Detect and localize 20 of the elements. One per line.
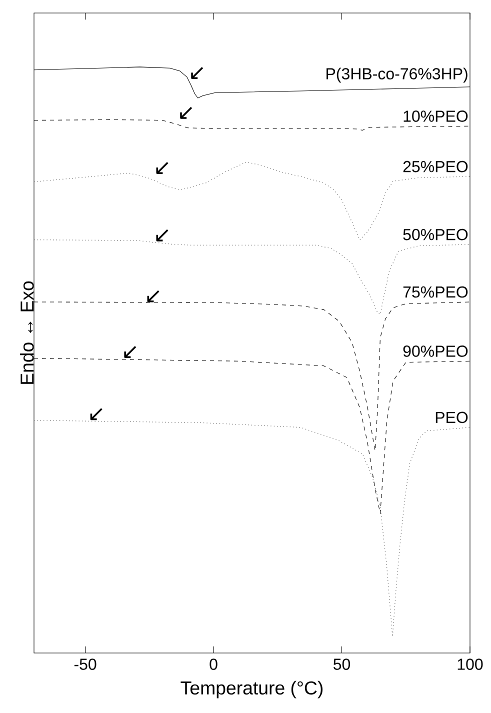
annotation: ↙ [90, 408, 102, 420]
annotation: ↙ [156, 229, 168, 242]
annotation: ↙ [124, 346, 136, 358]
annotation: ↙ [180, 106, 192, 119]
series-label: 10%PEO [404, 110, 468, 122]
series-label: PEO [436, 412, 468, 424]
x-tick-label: -50 [74, 658, 96, 670]
annotation: ↙ [156, 162, 168, 174]
x-tick-label: 50 [334, 658, 350, 670]
series-label: 50%PEO [403, 228, 468, 240]
x-tick-label: 100 [458, 658, 483, 670]
series-label: 75%PEO [403, 286, 468, 298]
series-label: P(3HB-co-76%3HP) [326, 68, 468, 83]
series-label: 90%PEO [403, 346, 468, 357]
x-tick-label: 0 [210, 658, 218, 670]
annotation: ↙ [147, 290, 160, 302]
annotation: ↙ [191, 67, 204, 80]
y-axis-title: Endo ↔ Exo [20, 281, 34, 384]
series-label: 25%PEO [403, 160, 468, 172]
x-axis-title: Temperature (°C) [180, 680, 323, 698]
